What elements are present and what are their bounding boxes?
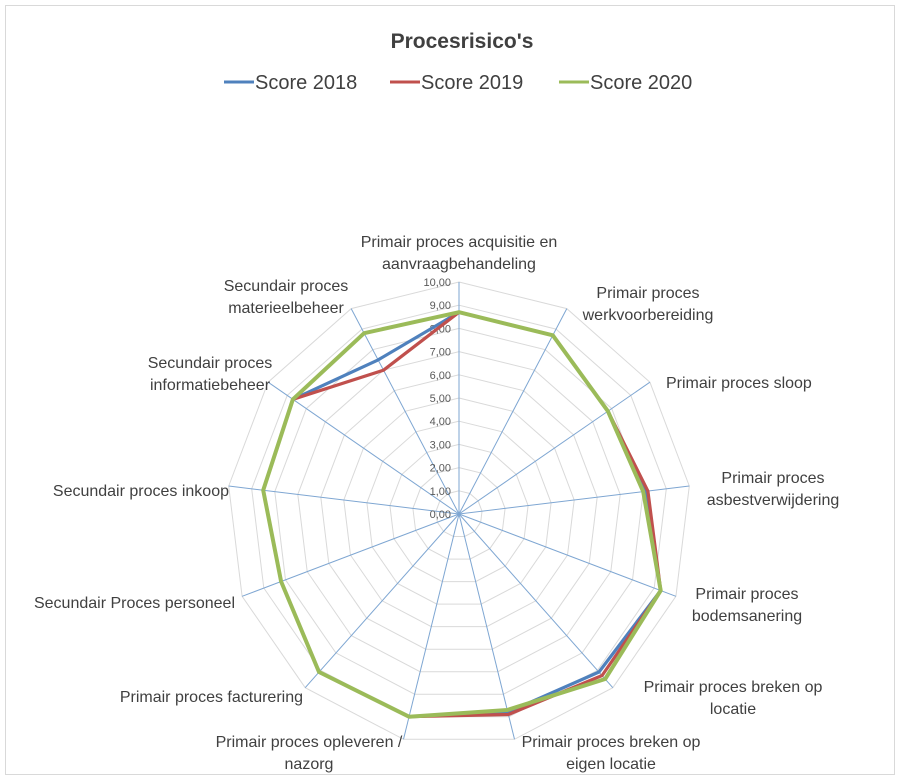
radial-tick-label: 3,00 (430, 439, 451, 451)
legend-label-2: Score 2019 (421, 72, 523, 94)
chart-title: Procesrisico's (391, 30, 534, 53)
axis-spoke-4 (458, 485, 690, 515)
grid-ring-4 (366, 420, 552, 605)
radial-tick-labels: 0,001,002,003,004,005,006,007,008,009,00… (423, 277, 451, 521)
axis-spoke-9 (304, 513, 460, 689)
category-label-6: Primair proces breken op locatie (644, 679, 823, 718)
radial-tick-label: 0,00 (430, 509, 451, 521)
radial-tick-label: 7,00 (430, 347, 451, 359)
category-label-10: Secundair Proces personeel (34, 595, 235, 612)
radial-tick-label: 10,00 (423, 277, 451, 289)
category-label-11: Secundair proces inkoop (53, 483, 229, 500)
grid-ring-8 (274, 327, 644, 695)
category-label-7: Primair proces breken op eigen locatie (522, 734, 701, 773)
radial-tick-label: 4,00 (430, 416, 451, 428)
category-label-9: Primair proces facturering (120, 689, 303, 706)
axis-spoke-12 (267, 381, 460, 515)
series-lines (261, 310, 663, 719)
grid-ring-5 (343, 397, 575, 628)
axis-spoke-6 (458, 513, 614, 689)
category-label-2: Primair proces werkvoorbereiding (582, 285, 714, 324)
axis-spoke-7 (458, 513, 515, 740)
axis-spoke-5 (458, 513, 677, 597)
grid-ring-1 (435, 490, 483, 537)
axis-spoke-11 (228, 485, 460, 515)
axis-spoke-13 (350, 308, 460, 515)
axis-spoke-2 (458, 308, 568, 515)
grid-ring-6 (320, 374, 598, 650)
legend-label-3: Score 2020 (590, 72, 692, 94)
axis-spoke-3 (458, 381, 651, 515)
category-label-3: Primair proces sloop (666, 375, 812, 392)
radial-tick-label: 5,00 (430, 393, 451, 405)
chart-frame: Procesrisico's Score 2018 Score 2019 Score… (5, 5, 895, 775)
grid-ring-7 (297, 351, 621, 673)
radial-tick-label: 9,00 (430, 300, 451, 312)
radial-tick-label: 6,00 (430, 370, 451, 382)
legend: Score 2018 Score 2019 Score 2020 (224, 72, 692, 94)
category-label-8: Primair proces opleveren / nazorg (216, 734, 403, 773)
category-label-4: Primair proces asbestverwijdering (707, 470, 840, 509)
radial-tick-label: 1,00 (430, 486, 451, 498)
axis-spoke-10 (241, 513, 460, 597)
grid-ring-3 (389, 443, 529, 583)
category-label-5: Primair proces bodemsanering (692, 586, 802, 625)
grid-ring-10 (228, 281, 690, 740)
grid-ring-2 (412, 467, 506, 560)
category-label-12: Secundair proces informatiebeheer (148, 355, 273, 394)
category-labels: Primair proces acquisitie en aanvraagbeha… (34, 234, 839, 773)
radial-tick-label: 2,00 (430, 463, 451, 475)
axis-spoke-8 (403, 513, 460, 740)
radar-grid (228, 281, 690, 740)
radar-chart: Procesrisico's Score 2018 Score 2019 Score… (34, 30, 839, 773)
category-label-1: Primair proces acquisitie en aanvraagbeha… (361, 234, 558, 273)
series-line-3 (261, 310, 663, 719)
category-label-13: Secundair proces materieelbeheer (224, 278, 349, 317)
legend-label-1: Score 2018 (255, 72, 357, 94)
